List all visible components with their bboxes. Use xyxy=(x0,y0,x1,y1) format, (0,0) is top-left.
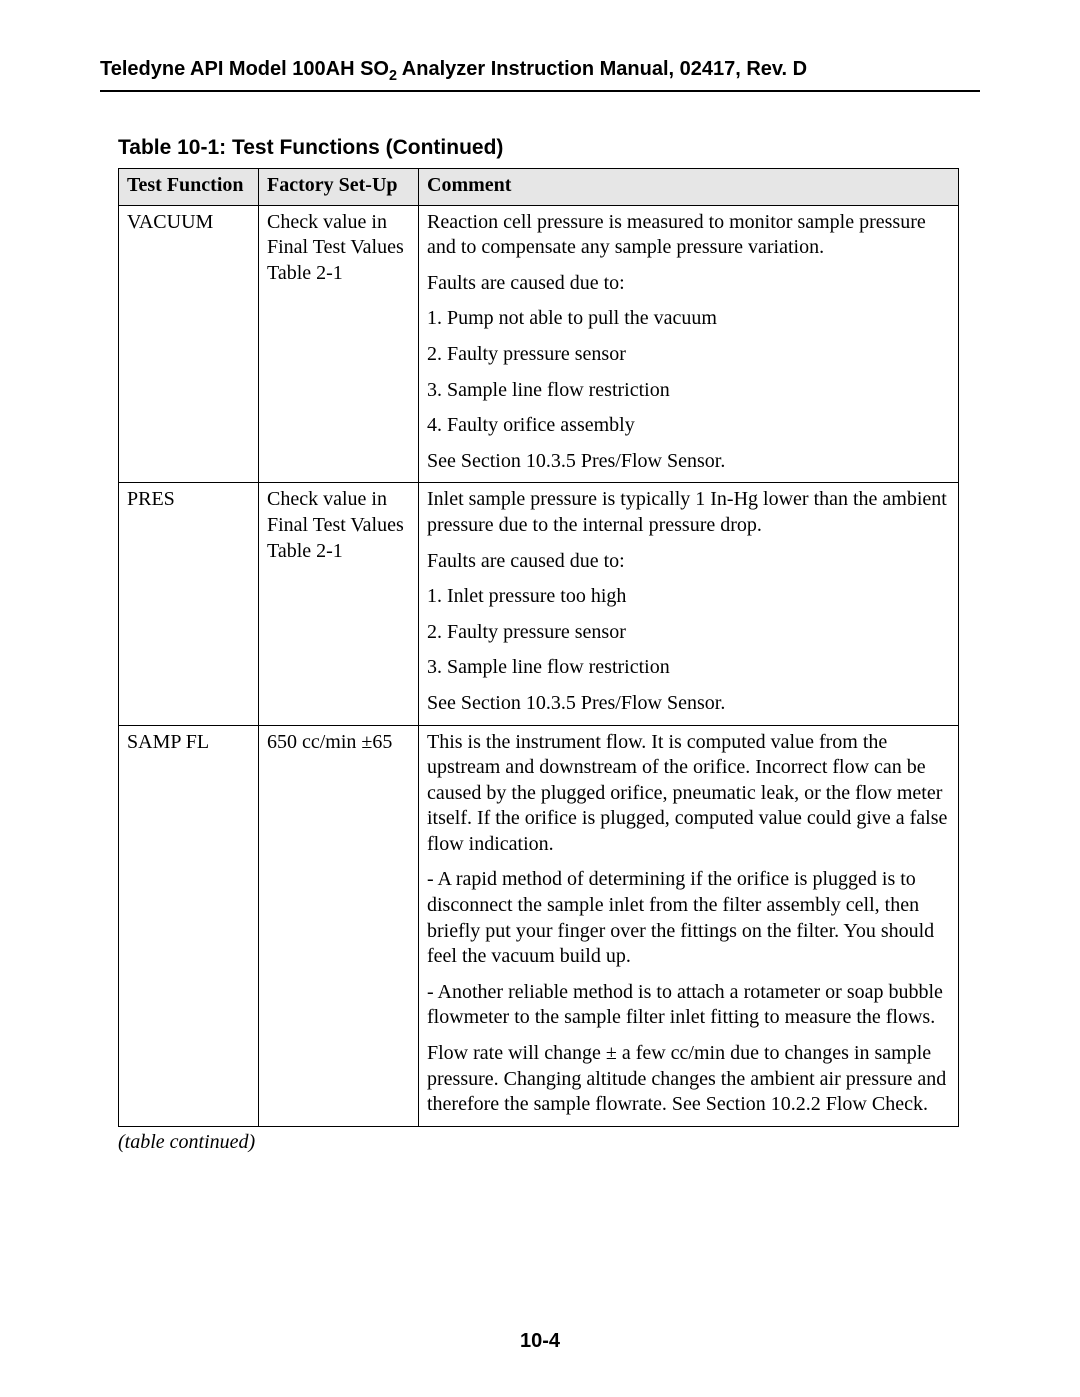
col-header-comment: Comment xyxy=(419,169,959,206)
page-number: 10-4 xyxy=(0,1330,1080,1353)
cell-factory-setup: 650 cc/min ±65 xyxy=(259,725,419,1126)
comment-paragraph: 1. Inlet pressure too high xyxy=(427,584,950,610)
table-continued-note: (table continued) xyxy=(118,1131,980,1154)
table-body: VACUUMCheck value in Final Test Values T… xyxy=(119,205,959,1126)
table-header-row: Test Function Factory Set-Up Comment xyxy=(119,169,959,206)
page-header: Teledyne API Model 100AH SO2 Analyzer In… xyxy=(100,58,980,90)
cell-test-function: PRES xyxy=(119,483,259,725)
cell-comment: Inlet sample pressure is typically 1 In-… xyxy=(419,483,959,725)
cell-factory-setup: Check value in Final Test Values Table 2… xyxy=(259,483,419,725)
document-page: Teledyne API Model 100AH SO2 Analyzer In… xyxy=(0,0,1080,1397)
header-title-subscript: 2 xyxy=(389,68,397,84)
comment-paragraph: See Section 10.3.5 Pres/Flow Sensor. xyxy=(427,691,950,717)
table-caption: Table 10-1: Test Functions (Continued) xyxy=(118,136,980,160)
table-row: PRESCheck value in Final Test Values Tab… xyxy=(119,483,959,725)
comment-paragraph: Faults are caused due to: xyxy=(427,549,950,575)
comment-paragraph: 3. Sample line flow restriction xyxy=(427,655,950,681)
comment-paragraph: 2. Faulty pressure sensor xyxy=(427,342,950,368)
comment-paragraph: Faults are caused due to: xyxy=(427,271,950,297)
cell-test-function: VACUUM xyxy=(119,205,259,483)
comment-paragraph: See Section 10.3.5 Pres/Flow Sensor. xyxy=(427,449,950,475)
cell-comment: This is the instrument flow. It is compu… xyxy=(419,725,959,1126)
comment-paragraph: Reaction cell pressure is measured to mo… xyxy=(427,210,950,261)
comment-paragraph: 4. Faulty orifice assembly xyxy=(427,413,950,439)
header-rule xyxy=(100,90,980,92)
col-header-factory-setup: Factory Set-Up xyxy=(259,169,419,206)
cell-factory-setup: Check value in Final Test Values Table 2… xyxy=(259,205,419,483)
table-row: SAMP FL650 cc/min ±65This is the instrum… xyxy=(119,725,959,1126)
comment-paragraph: 2. Faulty pressure sensor xyxy=(427,620,950,646)
header-title-part2: Analyzer Instruction Manual, 02417, Rev.… xyxy=(397,58,807,80)
cell-comment: Reaction cell pressure is measured to mo… xyxy=(419,205,959,483)
cell-test-function: SAMP FL xyxy=(119,725,259,1126)
comment-paragraph: - A rapid method of determining if the o… xyxy=(427,867,950,969)
comment-paragraph: This is the instrument flow. It is compu… xyxy=(427,730,950,858)
comment-paragraph: Inlet sample pressure is typically 1 In-… xyxy=(427,487,950,538)
comment-paragraph: - Another reliable method is to attach a… xyxy=(427,980,950,1031)
test-functions-table: Test Function Factory Set-Up Comment VAC… xyxy=(118,168,959,1127)
comment-paragraph: 3. Sample line flow restriction xyxy=(427,378,950,404)
table-row: VACUUMCheck value in Final Test Values T… xyxy=(119,205,959,483)
col-header-test-function: Test Function xyxy=(119,169,259,206)
comment-paragraph: 1. Pump not able to pull the vacuum xyxy=(427,306,950,332)
comment-paragraph: Flow rate will change ± a few cc/min due… xyxy=(427,1041,950,1118)
header-title-part1: Teledyne API Model 100AH SO xyxy=(100,58,389,80)
